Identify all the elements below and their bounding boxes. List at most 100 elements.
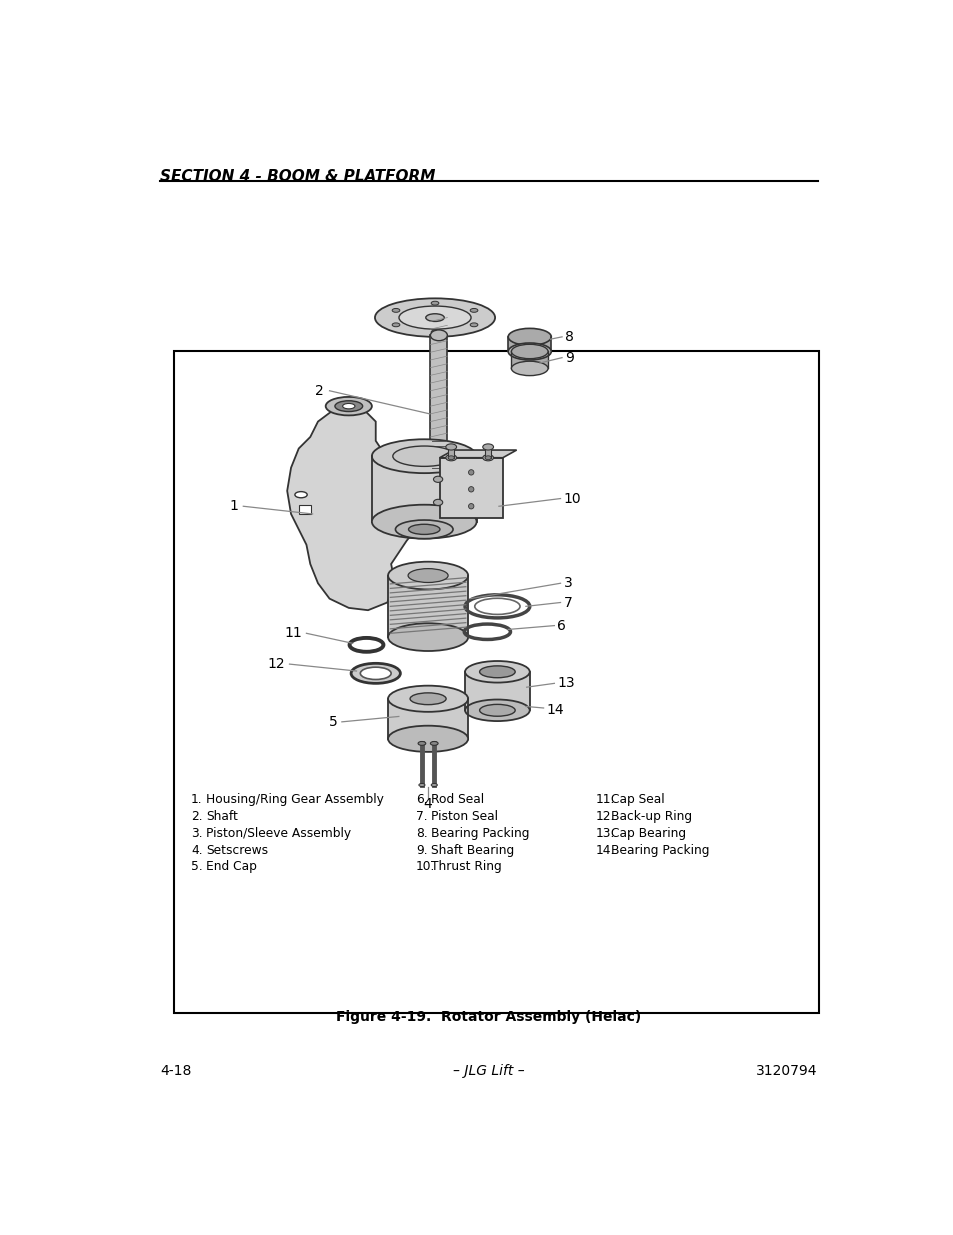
Text: 14: 14 [546, 703, 564, 716]
Text: 8: 8 [564, 330, 574, 343]
Text: 9.: 9. [416, 844, 427, 857]
Text: 10: 10 [563, 492, 580, 505]
Ellipse shape [388, 624, 468, 651]
Text: Shaft: Shaft [206, 810, 238, 823]
Ellipse shape [294, 492, 307, 498]
Bar [388, 699, 468, 739]
Text: 1.: 1. [191, 793, 202, 805]
Ellipse shape [511, 345, 547, 358]
Bar [173, 351, 819, 1013]
Text: 3120794: 3120794 [756, 1063, 817, 1078]
Ellipse shape [508, 343, 551, 359]
Ellipse shape [479, 666, 515, 678]
Text: 5: 5 [328, 715, 336, 729]
Ellipse shape [335, 401, 362, 411]
Polygon shape [287, 406, 420, 610]
Bar [448, 447, 454, 458]
Text: Cap Bearing: Cap Bearing [611, 826, 686, 840]
Text: 9: 9 [564, 351, 574, 364]
Ellipse shape [398, 306, 471, 330]
Bar [511, 352, 547, 368]
Text: Housing/Ring Gear Assembly: Housing/Ring Gear Assembly [206, 793, 384, 805]
Text: Cap Seal: Cap Seal [611, 793, 664, 805]
Ellipse shape [468, 504, 474, 509]
Ellipse shape [445, 443, 456, 450]
Ellipse shape [351, 663, 400, 683]
Text: 12: 12 [267, 657, 285, 671]
Text: SECTION 4 - BOOM & PLATFORM: SECTION 4 - BOOM & PLATFORM [160, 169, 436, 184]
Bar [298, 505, 311, 514]
Ellipse shape [484, 456, 491, 459]
Ellipse shape [417, 741, 425, 746]
Ellipse shape [445, 454, 456, 461]
Ellipse shape [372, 440, 476, 473]
Ellipse shape [482, 443, 493, 450]
Text: 2: 2 [315, 384, 324, 398]
Ellipse shape [325, 396, 372, 415]
Bar [464, 672, 529, 710]
Ellipse shape [342, 404, 355, 409]
Ellipse shape [508, 329, 551, 346]
Text: Back-up Ring: Back-up Ring [611, 810, 692, 823]
Ellipse shape [470, 322, 477, 327]
Text: 10.: 10. [416, 861, 435, 873]
Bar [430, 336, 447, 468]
Ellipse shape [395, 520, 453, 538]
Bar [372, 456, 476, 521]
Ellipse shape [464, 661, 529, 683]
Text: 5.: 5. [191, 861, 202, 873]
Ellipse shape [388, 726, 468, 752]
Text: End Cap: End Cap [206, 861, 257, 873]
Ellipse shape [388, 685, 468, 711]
Text: Rod Seal: Rod Seal [431, 793, 484, 805]
Bar [508, 337, 551, 352]
Text: 2.: 2. [191, 810, 202, 823]
Text: 6.: 6. [416, 793, 427, 805]
Ellipse shape [431, 330, 438, 333]
Text: Bearing Packing: Bearing Packing [431, 826, 529, 840]
Ellipse shape [479, 704, 515, 716]
Bar [439, 458, 502, 517]
Text: – JLG Lift –: – JLG Lift – [453, 1063, 524, 1078]
Ellipse shape [392, 322, 399, 327]
Ellipse shape [464, 699, 529, 721]
Ellipse shape [360, 667, 391, 679]
Ellipse shape [392, 309, 399, 312]
Ellipse shape [431, 783, 436, 787]
Text: Piston Seal: Piston Seal [431, 810, 497, 823]
Text: Figure 4-19.  Rotator Assembly (Helac): Figure 4-19. Rotator Assembly (Helac) [336, 1010, 640, 1025]
Ellipse shape [433, 477, 442, 483]
Text: Shaft Bearing: Shaft Bearing [431, 844, 514, 857]
Ellipse shape [408, 525, 439, 535]
Ellipse shape [431, 301, 438, 305]
Ellipse shape [393, 446, 456, 467]
Text: 4.: 4. [191, 844, 202, 857]
Text: 3: 3 [563, 577, 572, 590]
Ellipse shape [425, 314, 444, 321]
Text: 3.: 3. [191, 826, 202, 840]
Text: Bearing Packing: Bearing Packing [611, 844, 709, 857]
Text: 8.: 8. [416, 826, 427, 840]
Ellipse shape [410, 693, 446, 705]
Ellipse shape [470, 309, 477, 312]
Text: Piston/Sleeve Assembly: Piston/Sleeve Assembly [206, 826, 351, 840]
Text: 11: 11 [284, 626, 301, 640]
Text: 12.: 12. [596, 810, 615, 823]
Text: 11.: 11. [596, 793, 615, 805]
Text: 14.: 14. [596, 844, 615, 857]
Ellipse shape [468, 469, 474, 475]
Polygon shape [439, 450, 517, 458]
Text: 7: 7 [563, 595, 572, 610]
Bar [388, 576, 468, 637]
Ellipse shape [482, 454, 493, 461]
Ellipse shape [430, 741, 437, 746]
Text: 13: 13 [557, 677, 575, 690]
Text: 13.: 13. [596, 826, 615, 840]
Ellipse shape [372, 505, 476, 538]
Ellipse shape [430, 330, 447, 341]
Text: 6: 6 [557, 619, 566, 632]
Ellipse shape [388, 562, 468, 589]
Text: 4-18: 4-18 [160, 1063, 192, 1078]
Ellipse shape [375, 299, 495, 337]
Ellipse shape [433, 499, 442, 505]
